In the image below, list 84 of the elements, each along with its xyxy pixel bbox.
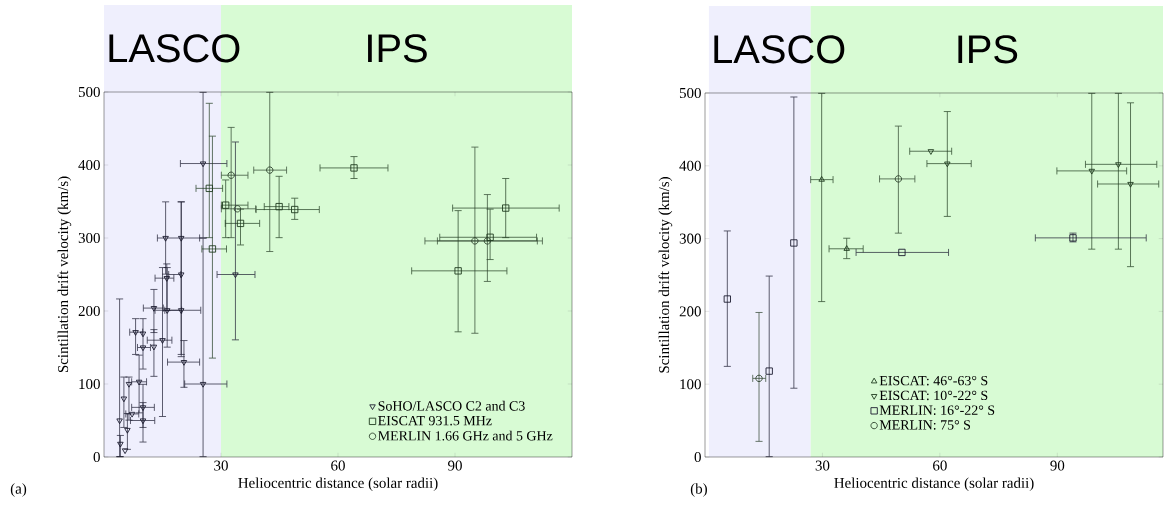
point xyxy=(233,205,242,213)
point xyxy=(1088,168,1095,175)
point xyxy=(116,418,123,425)
legend-label: EISCAT: 46°-63° S xyxy=(879,375,988,386)
point xyxy=(927,149,935,155)
legend-label: MERLIN 1.66 GHz and 5 GHz xyxy=(378,430,553,441)
y-tick-label: 200 xyxy=(78,305,100,317)
x-axis-title: Heliocentric distance (solar radii) xyxy=(834,477,1034,491)
point xyxy=(178,235,185,242)
point xyxy=(944,161,951,168)
point xyxy=(180,360,188,366)
point xyxy=(139,345,147,352)
point xyxy=(205,184,213,192)
point xyxy=(843,245,850,251)
point xyxy=(236,219,245,228)
point xyxy=(199,381,207,388)
point xyxy=(121,448,129,455)
x-tick-label: 90 xyxy=(448,460,462,471)
point xyxy=(178,308,185,314)
point xyxy=(139,418,147,425)
point xyxy=(139,405,147,411)
y-tick-label: 0 xyxy=(93,451,100,463)
point xyxy=(483,237,492,245)
x-tick-label: 60 xyxy=(331,460,345,471)
x-tick-label: 30 xyxy=(214,460,228,471)
y-axis-title: Scintillation drift velocity (km/s) xyxy=(57,176,72,373)
point xyxy=(124,427,131,434)
x-tick-label: 30 xyxy=(815,460,830,471)
y-tick-label: 100 xyxy=(79,378,100,390)
legend-label: EISCAT: 10°-22° S xyxy=(879,390,988,401)
x-tick-label: 60 xyxy=(933,460,947,471)
point xyxy=(139,331,147,338)
point xyxy=(150,344,158,351)
y-tick-label: 400 xyxy=(78,159,100,171)
point xyxy=(765,367,773,375)
legend-label: EISCAT 931.5 MHz xyxy=(378,415,492,426)
point xyxy=(818,175,825,182)
point xyxy=(227,171,235,179)
y-tick-label: 100 xyxy=(680,379,701,390)
legend-label: SoHO/LASCO C2 and C3 xyxy=(378,400,525,411)
point xyxy=(1115,162,1122,168)
point xyxy=(291,205,299,214)
point xyxy=(894,175,903,183)
point xyxy=(117,441,124,448)
point xyxy=(898,248,906,257)
text: (b) xyxy=(690,483,707,497)
point xyxy=(502,204,510,212)
y-tick-label: 500 xyxy=(78,86,100,98)
y-tick-label: 200 xyxy=(679,306,701,317)
point xyxy=(159,338,166,344)
y-tick-label: 0 xyxy=(694,451,701,463)
point xyxy=(199,161,207,168)
x-axis-title: Heliocentric distance (solar radii) xyxy=(238,477,438,491)
point xyxy=(275,202,283,211)
band-label: LASCO xyxy=(714,35,845,64)
point xyxy=(790,239,798,247)
band-label: LASCO xyxy=(109,34,240,63)
y-tick-label: 400 xyxy=(679,160,701,171)
point xyxy=(222,201,230,209)
band-label: IPS xyxy=(958,35,1018,64)
point xyxy=(178,272,185,279)
y-axis-title: Scintillation drift velocity (km/s) xyxy=(658,177,673,373)
point xyxy=(266,166,274,174)
point xyxy=(454,267,462,275)
legend-label: MERLIN: 75° S xyxy=(879,420,971,430)
point xyxy=(135,379,143,386)
x-tick-label: 90 xyxy=(1050,460,1065,471)
y-tick-label: 300 xyxy=(78,232,100,244)
y-tick-label: 300 xyxy=(679,233,701,244)
text: (a) xyxy=(10,483,27,497)
point xyxy=(132,330,139,336)
point xyxy=(162,235,169,242)
point xyxy=(486,233,494,241)
point xyxy=(208,245,217,253)
point xyxy=(120,396,128,403)
point xyxy=(350,164,358,172)
y-tick-label: 500 xyxy=(679,87,701,99)
point xyxy=(471,237,479,245)
point xyxy=(723,295,731,303)
point xyxy=(232,272,239,279)
point xyxy=(1127,181,1134,188)
legend-label: MERLIN: 16°-22° S xyxy=(879,405,995,415)
point xyxy=(755,374,763,383)
band-label: IPS xyxy=(368,34,427,63)
